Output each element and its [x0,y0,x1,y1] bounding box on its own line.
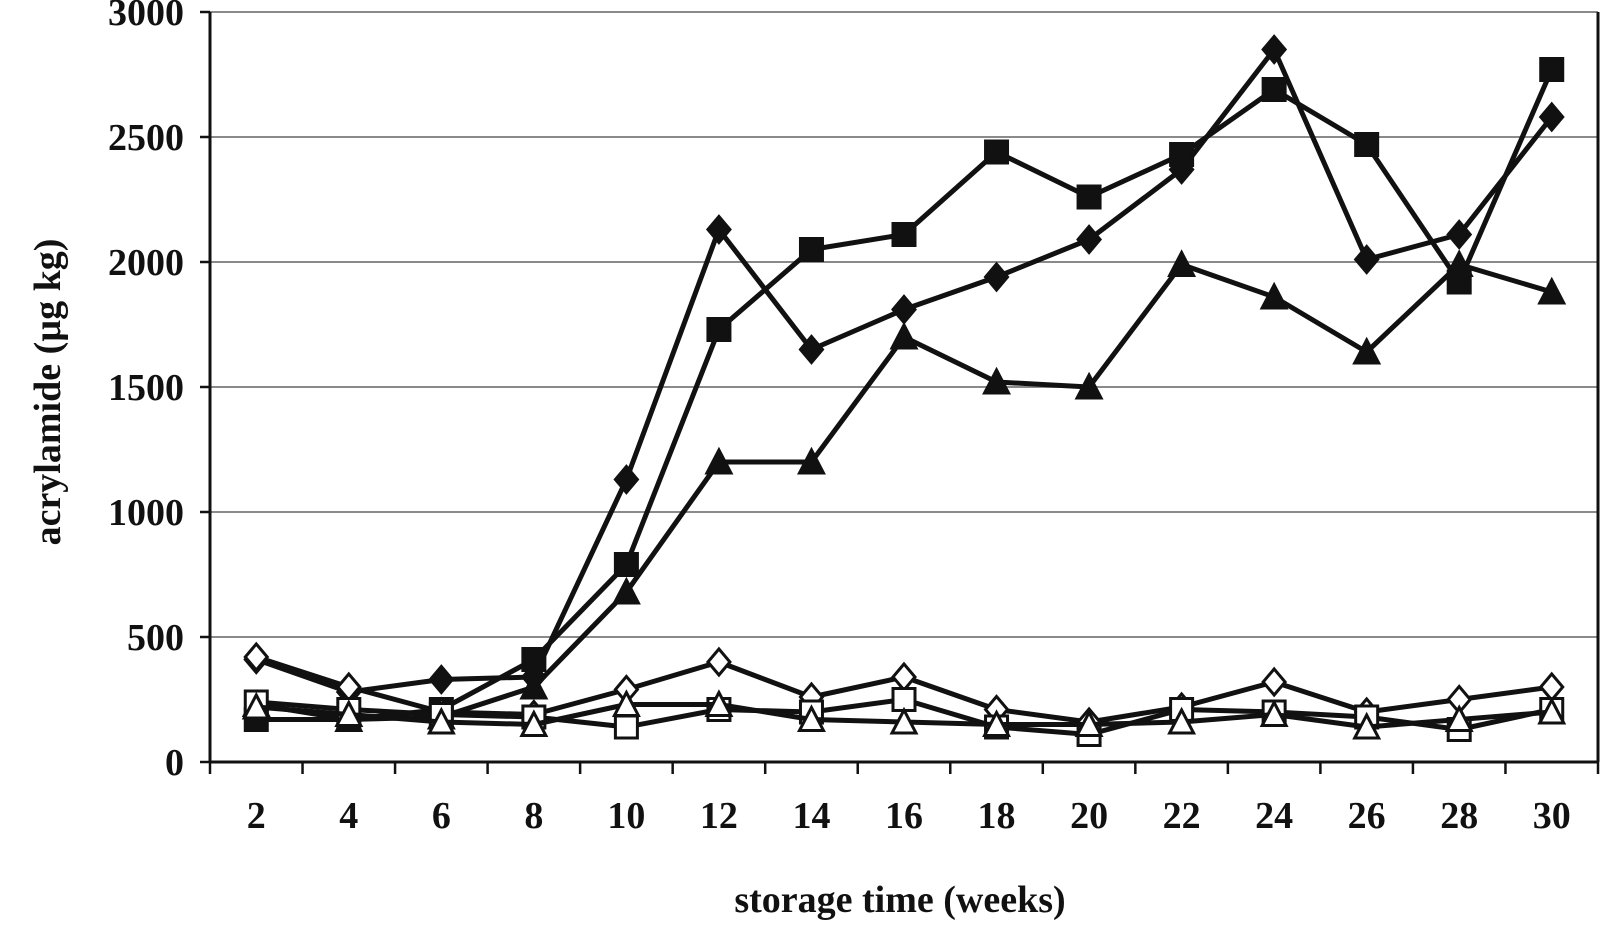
series-2-point-30 [1539,57,1565,82]
series-6-point-18 [982,709,1012,737]
x-tick-label-16: 16 [885,795,923,837]
series-6-point-20 [1074,709,1104,737]
series-3-point-30 [1537,276,1567,305]
series-3-point-14 [796,446,826,475]
series-6-point-30 [1537,696,1567,725]
x-tick-label-24: 24 [1255,795,1293,837]
series-6-point-24 [1259,699,1289,727]
y-tick-label-2000: 2000 [108,242,184,284]
series-3-point-24 [1259,281,1289,310]
series-6-point-22 [1167,706,1197,735]
x-tick-label-28: 28 [1440,795,1478,837]
series-3-point-20 [1074,371,1104,400]
x-axis-title: storage time (weeks) [734,879,1065,921]
series-6-point-14 [796,704,826,732]
y-tick-label-0: 0 [165,742,184,784]
series-5-point-10 [613,714,639,740]
series-2-point-26 [1354,132,1380,157]
x-tick-label-30: 30 [1533,795,1571,837]
series-4-point-2 [243,641,270,673]
x-tick-label-12: 12 [700,795,738,837]
series-6-point-26 [1352,711,1382,740]
grid-layer [210,11,1598,638]
series-3-point-16 [889,321,919,350]
series-3-point-8 [519,671,549,700]
series-6-point-6 [426,706,456,735]
series-6-point-10 [611,689,641,717]
series-2 [243,57,1565,732]
series-layer [241,34,1567,747]
series-6-point-8 [519,709,549,737]
series-4-point-24 [1261,666,1288,698]
series-1-point-26 [1353,244,1380,275]
series-2-point-12 [706,317,732,342]
series-3 [241,249,1567,732]
series-2-point-16 [891,222,917,247]
series-1-point-6 [428,664,455,695]
x-tick-label-10: 10 [607,795,645,837]
series-2-point-10 [613,552,639,577]
series-1-point-30 [1538,101,1565,133]
series-2-point-14 [798,237,824,262]
series-1-point-18 [983,261,1010,293]
y-tick-label-1500: 1500 [108,367,184,409]
series-2-point-20 [1076,184,1102,210]
series-3-point-22 [1167,249,1197,277]
series-3-point-18 [982,366,1012,395]
series-2-point-24 [1261,77,1287,102]
series-2-point-18 [984,139,1010,165]
series-6 [241,689,1567,740]
series-3-point-10 [611,576,641,605]
series-1-point-28 [1446,219,1473,250]
x-tick-label-22: 22 [1163,795,1201,837]
series-6-point-16 [889,706,919,735]
series-3-point-12 [704,446,734,475]
y-tick-label-2500: 2500 [108,117,184,159]
series-1-point-24 [1261,34,1288,65]
series-4-point-30 [1538,671,1565,703]
x-tick-label-8: 8 [524,795,543,837]
y-tick-label-3000: 3000 [108,0,184,34]
y-tick-label-1000: 1000 [108,492,184,534]
series-6-point-28 [1444,704,1474,732]
series-2-line [256,68,1555,722]
x-tick-label-4: 4 [339,795,358,837]
series-2-point-22 [1169,142,1195,167]
y-tick-label-500: 500 [127,617,184,659]
series-4-point-12 [705,646,732,678]
y-axis-title: acrylamide (µg kg) [27,239,69,546]
x-tick-label-26: 26 [1348,795,1386,837]
series-3-point-26 [1352,336,1382,365]
axes-layer [200,10,1600,774]
series-4-point-16 [891,661,917,693]
series-1-point-16 [891,294,917,325]
series-2-point-8 [521,647,547,672]
x-tick-label-2: 2 [247,795,266,837]
x-tick-label-20: 20 [1070,795,1108,837]
series-1-point-14 [798,334,825,365]
x-tick-label-14: 14 [792,795,830,837]
series-6-point-4 [334,699,364,727]
series-6-point-2 [241,691,271,720]
series-1-point-10 [613,464,640,495]
series-3-point-28 [1444,249,1474,277]
series-1-point-12 [705,214,732,245]
x-tick-label-18: 18 [978,795,1016,837]
series-6-point-12 [704,689,734,717]
x-tick-label-6: 6 [432,795,451,837]
series-1-point-20 [1076,224,1103,255]
